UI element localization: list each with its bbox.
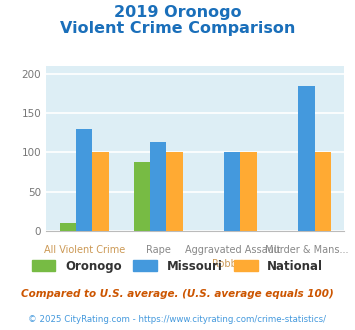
Text: 2019 Oronogo: 2019 Oronogo (114, 5, 241, 20)
Bar (224, 152, 240, 231)
Text: Violent Crime Comparison: Violent Crime Comparison (60, 21, 295, 36)
Text: Murder & Mans...: Murder & Mans... (264, 245, 348, 255)
Bar (166, 152, 183, 231)
Bar (150, 142, 166, 231)
Text: Aggravated Assault: Aggravated Assault (185, 245, 280, 255)
Bar (298, 86, 315, 231)
Bar (76, 129, 92, 231)
Legend: Oronogo, Missouri, National: Oronogo, Missouri, National (27, 255, 328, 278)
Bar (134, 162, 150, 231)
Bar (240, 152, 257, 231)
Text: Compared to U.S. average. (U.S. average equals 100): Compared to U.S. average. (U.S. average … (21, 289, 334, 299)
Text: Rape: Rape (146, 245, 171, 255)
Bar (315, 152, 331, 231)
Text: All Violent Crime: All Violent Crime (44, 245, 125, 255)
Bar (92, 152, 109, 231)
Text: © 2025 CityRating.com - https://www.cityrating.com/crime-statistics/: © 2025 CityRating.com - https://www.city… (28, 315, 327, 324)
Text: Robbery: Robbery (212, 259, 253, 269)
Bar (60, 223, 76, 231)
